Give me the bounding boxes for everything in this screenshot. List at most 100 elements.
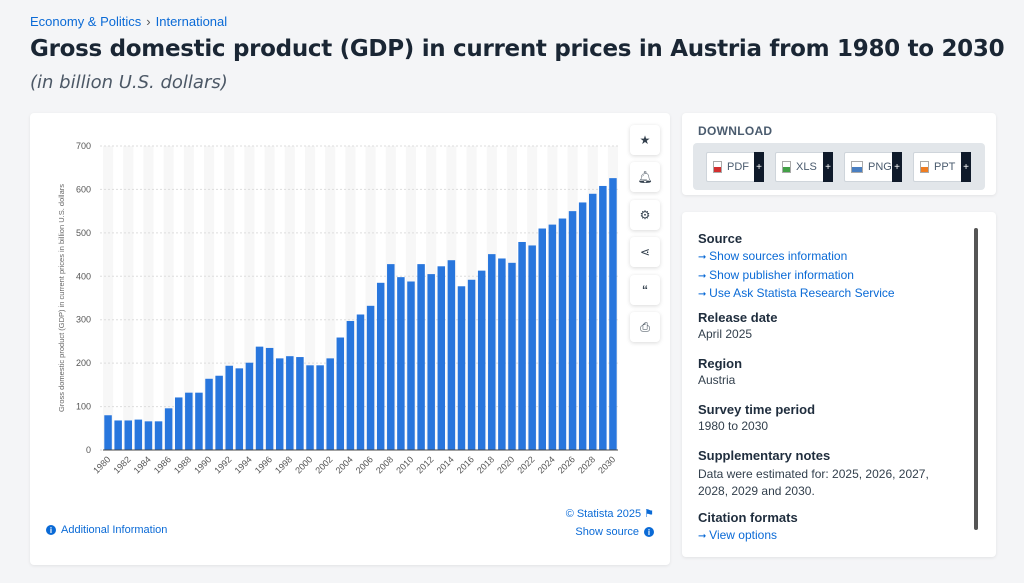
bar-2010	[407, 281, 415, 450]
citation-section: Citation formats View options	[698, 510, 798, 546]
bar-1991	[215, 375, 223, 450]
bar-2004	[346, 321, 355, 450]
bar-1993	[235, 368, 244, 450]
download-xls-button[interactable]: XLS +	[775, 152, 833, 182]
x-tick-label: 2000	[293, 454, 314, 475]
bar-2006	[366, 305, 375, 450]
citation-title: Citation formats	[698, 510, 798, 525]
x-tick-label: 2014	[435, 454, 456, 475]
grid-band	[123, 146, 134, 450]
x-tick-label: 1986	[152, 454, 173, 475]
x-tick-label: 2006	[354, 454, 375, 475]
download-heading: DOWNLOAD	[698, 124, 773, 138]
gear-icon: ⚙	[639, 208, 651, 222]
bar-2012	[427, 274, 435, 450]
y-tick-label: 300	[76, 315, 91, 325]
bar-1996	[265, 347, 274, 450]
additional-information-link[interactable]: i Additional Information	[46, 524, 167, 536]
quote-icon: “	[642, 283, 648, 297]
download-ppt-button[interactable]: PPT +	[913, 152, 971, 182]
x-tick-label: 2026	[556, 454, 577, 475]
x-tick-label: 1984	[132, 454, 153, 475]
period-section: Survey time period 1980 to 2030	[698, 402, 815, 433]
print-icon: ⎙	[640, 319, 650, 334]
bar-1985	[154, 421, 163, 450]
x-tick-label: 2008	[374, 454, 395, 475]
x-tick-label: 2028	[576, 454, 597, 475]
source-title: Source	[698, 231, 743, 246]
bar-1998	[286, 356, 294, 450]
x-tick-label: 2002	[313, 454, 334, 475]
x-tick-label: 2024	[536, 454, 557, 475]
show-publisher-link[interactable]: Show publisher information	[698, 267, 895, 286]
notification-button[interactable]: 🔔︎	[630, 162, 660, 192]
cite-button[interactable]: “	[630, 275, 660, 305]
bar-2014	[447, 260, 456, 450]
bar-2008	[387, 264, 395, 450]
copyright[interactable]: © Statista 2025 ⚑	[566, 507, 654, 520]
bar-2002	[326, 358, 334, 450]
info-icon: i	[644, 527, 654, 537]
bar-2001	[316, 365, 324, 450]
plus-icon: +	[892, 152, 902, 182]
bar-2015	[457, 286, 466, 450]
bar-2011	[417, 264, 425, 450]
period-value: 1980 to 2030	[698, 419, 769, 433]
x-tick-label: 2018	[475, 454, 496, 475]
download-pdf-button[interactable]: PDF +	[706, 152, 764, 182]
bar-1982	[124, 420, 132, 450]
pdf-file-icon	[713, 161, 722, 173]
period-title: Survey time period	[698, 402, 816, 417]
x-tick-label: 1994	[233, 454, 254, 475]
grid-band	[365, 146, 376, 450]
scrollbar[interactable]	[974, 228, 978, 530]
bar-2018	[488, 254, 496, 450]
region-title: Region	[698, 356, 743, 371]
download-buttons: PDF + XLS + PNG + PPT +	[693, 143, 985, 190]
bar-2005	[356, 314, 365, 450]
bar-1984	[144, 421, 153, 450]
pdf-label: PDF	[727, 161, 749, 173]
bar-2016	[467, 279, 476, 450]
page-subtitle: (in billion U.S. dollars)	[30, 72, 228, 93]
grid-band	[264, 146, 275, 450]
notes-value: Data were estimated for: 2025, 2026, 202…	[698, 467, 929, 498]
notes-section: Supplementary notes Data were estimated f…	[698, 447, 958, 500]
grid-band	[244, 146, 255, 450]
bar-2027	[578, 202, 587, 450]
y-tick-label: 600	[76, 184, 91, 194]
x-tick-label: 2016	[455, 454, 476, 475]
source-section: Source Show sources information Show pub…	[698, 231, 895, 304]
x-tick-label: 2020	[495, 454, 516, 475]
page-title: Gross domestic product (GDP) in current …	[30, 36, 1005, 62]
bar-2022	[528, 245, 536, 450]
favorite-button[interactable]: ★	[630, 125, 660, 155]
breadcrumb-international[interactable]: International	[155, 14, 228, 29]
png-image-icon	[851, 161, 863, 173]
share-button[interactable]: ⋖	[630, 237, 660, 267]
bar-2013	[437, 266, 446, 450]
x-tick-label: 2010	[394, 454, 415, 475]
breadcrumb-economy[interactable]: Economy & Politics	[30, 14, 142, 29]
info-card: Source Show sources information Show pub…	[682, 212, 996, 557]
y-tick-label: 500	[76, 228, 91, 238]
view-options-link[interactable]: View options	[698, 527, 798, 546]
bar-1994	[245, 362, 254, 450]
bar-2007	[376, 282, 385, 450]
region-section: Region Austria	[698, 356, 742, 387]
bell-icon: 🔔︎	[637, 170, 653, 184]
show-sources-link[interactable]: Show sources information	[698, 248, 895, 267]
release-title: Release date	[698, 310, 778, 325]
print-button[interactable]: ⎙	[630, 312, 660, 342]
settings-button[interactable]: ⚙	[630, 200, 660, 230]
grid-band	[143, 146, 154, 450]
show-source-link[interactable]: Show source i	[575, 526, 654, 538]
y-tick-label: 700	[76, 141, 91, 151]
x-tick-label: 1982	[111, 454, 132, 475]
bar-2003	[336, 337, 345, 450]
download-png-button[interactable]: PNG +	[844, 152, 902, 182]
ask-statista-link[interactable]: Use Ask Statista Research Service	[698, 285, 894, 304]
bar-2026	[568, 211, 577, 450]
bar-chart: 0100200300400500600700198019821984198619…	[57, 141, 618, 476]
x-tick-label: 1998	[273, 454, 294, 475]
